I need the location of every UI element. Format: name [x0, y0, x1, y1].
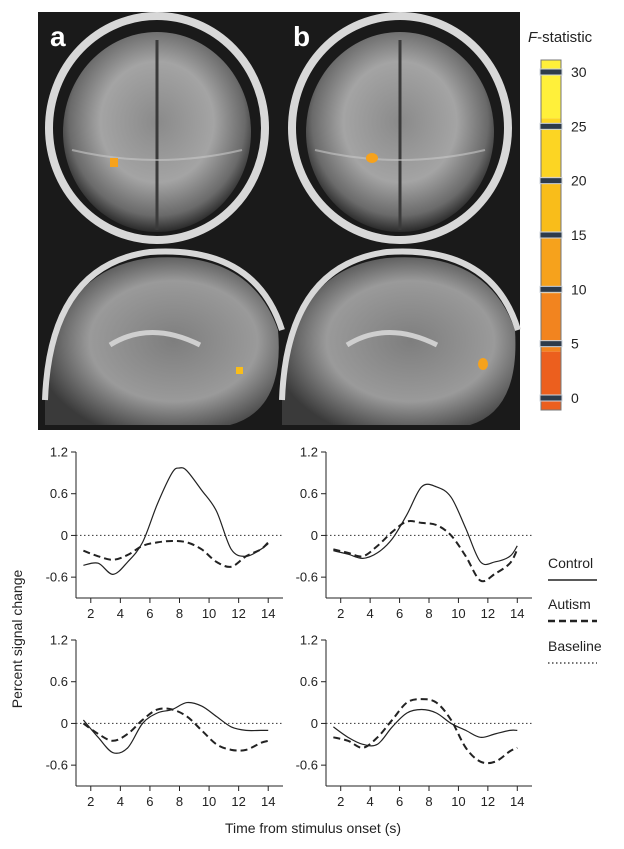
legend-label-autism: Autism: [548, 596, 591, 612]
colorbar-segment: [541, 118, 561, 177]
x-tick-label: 4: [117, 606, 124, 621]
activation-blob: [110, 158, 118, 167]
series-line-control: [333, 708, 518, 747]
series-line-control: [83, 467, 269, 575]
y-tick-label: 1.2: [50, 445, 68, 460]
x-tick-label: 6: [396, 794, 403, 809]
brain-sagittal-a: [42, 248, 285, 425]
y-tick-label: 0.6: [300, 486, 318, 501]
y-tick-label: -0.6: [46, 758, 68, 773]
legend-label-baseline: Baseline: [548, 638, 602, 654]
series-line-control: [333, 483, 518, 566]
x-tick-label: 10: [451, 606, 465, 621]
x-tick-label: 12: [481, 794, 495, 809]
colorbar-tick-marker: [539, 177, 563, 185]
x-tick-label: 4: [117, 794, 124, 809]
y-tick-label: 1.2: [300, 633, 318, 648]
colorbar-tick-label: 10: [571, 281, 587, 297]
x-tick-label: 2: [87, 606, 94, 621]
x-tick-label: 8: [176, 794, 183, 809]
x-tick-label: 12: [231, 794, 245, 809]
series-line-autism: [83, 539, 269, 568]
legend-label-control: Control: [548, 555, 593, 571]
panel-label-a: a: [50, 21, 66, 52]
x-tick-label: 12: [231, 606, 245, 621]
x-tick-label: 14: [510, 606, 524, 621]
x-tick-label: 8: [425, 794, 432, 809]
x-tick-label: 4: [367, 606, 374, 621]
activation-blob: [366, 153, 378, 163]
colorbar-tick-marker: [539, 122, 563, 130]
brain-coronal-b: [288, 12, 512, 244]
colorbar-title-italic: F: [528, 29, 538, 46]
y-axis-label: Percent signal change: [9, 570, 25, 709]
x-tick-label: 6: [146, 794, 153, 809]
x-axis-label: Time from stimulus onset (s): [225, 820, 401, 836]
colorbar-tick-marker: [539, 285, 563, 293]
colorbar-tick-label: 25: [571, 118, 587, 134]
brain-sagittal-b: [279, 248, 521, 425]
activation-blob: [236, 367, 243, 374]
y-tick-label: -0.6: [46, 570, 68, 585]
y-tick-label: -0.6: [296, 758, 318, 773]
colorbar-tick-marker: [539, 394, 563, 402]
brain-coronal-a: [45, 12, 269, 244]
x-tick-label: 10: [451, 794, 465, 809]
colorbar-title-rest: -statistic: [537, 29, 593, 46]
activation-blob: [478, 358, 488, 370]
colorbar-segment: [541, 235, 561, 294]
y-tick-label: 1.2: [300, 445, 318, 460]
y-tick-label: 0.6: [50, 486, 68, 501]
x-tick-label: 14: [261, 606, 275, 621]
x-tick-label: 8: [425, 606, 432, 621]
x-tick-label: 10: [202, 794, 216, 809]
chart-bottom-right: 1.2 0.6 0 -0.6 2 4 6 8 10 12 14: [296, 633, 532, 809]
chart-top-left: 1.2 0.6 0 -0.6 2 4 6 8 10 12 14: [46, 445, 283, 621]
colorbar-segment: [541, 176, 561, 235]
y-tick-label: -0.6: [296, 570, 318, 585]
series-line-control: [82, 701, 269, 754]
colorbar: F-statistic 30 25 20 15 10 5 0: [528, 29, 593, 411]
colorbar-tick-label: 30: [571, 64, 587, 80]
x-tick-label: 12: [481, 606, 495, 621]
x-tick-label: 14: [510, 794, 524, 809]
y-tick-label: 0: [311, 528, 318, 543]
colorbar-tick-label: 15: [571, 227, 587, 243]
y-tick-label: 0: [61, 528, 68, 543]
x-tick-label: 4: [367, 794, 374, 809]
charts: 1.2 0.6 0 -0.6 2 4 6 8 10 12 14 1.2 0.6 0 -0.6 2 4 6 8 10 12…: [46, 445, 532, 809]
panel-label-b: b: [293, 21, 310, 52]
y-tick-label: 0: [311, 716, 318, 731]
colorbar-tick-marker: [539, 340, 563, 348]
x-tick-label: 14: [261, 794, 275, 809]
x-tick-label: 8: [176, 606, 183, 621]
chart-top-right: 1.2 0.6 0 -0.6 2 4 6 8 10 12 14: [296, 445, 532, 621]
series-line-autism: [333, 520, 519, 583]
y-tick-label: 0: [61, 716, 68, 731]
x-tick-label: 2: [337, 606, 344, 621]
colorbar-tick-marker: [539, 231, 563, 239]
colorbar-tick-marker: [539, 68, 563, 76]
colorbar-tick-label: 20: [571, 173, 587, 189]
y-tick-label: 0.6: [50, 674, 68, 689]
y-tick-label: 1.2: [50, 633, 68, 648]
x-tick-label: 2: [87, 794, 94, 809]
x-tick-label: 10: [202, 606, 216, 621]
chart-bottom-left: 1.2 0.6 0 -0.6 2 4 6 8 10 12 14: [46, 633, 283, 809]
colorbar-segment: [541, 293, 561, 352]
brain-image-block: a b: [38, 12, 521, 430]
colorbar-title: F-statistic: [528, 29, 593, 46]
y-tick-label: 0.6: [300, 674, 318, 689]
x-tick-label: 6: [396, 606, 403, 621]
colorbar-tick-label: 5: [571, 336, 579, 352]
x-tick-label: 6: [146, 606, 153, 621]
x-tick-label: 2: [337, 794, 344, 809]
colorbar-ticks: 30 25 20 15 10 5 0: [539, 64, 587, 406]
series-line-autism: [333, 698, 518, 765]
series-line-autism: [82, 707, 269, 752]
colorbar-tick-label: 0: [571, 390, 579, 406]
legend: Control Autism Baseline: [548, 555, 602, 664]
